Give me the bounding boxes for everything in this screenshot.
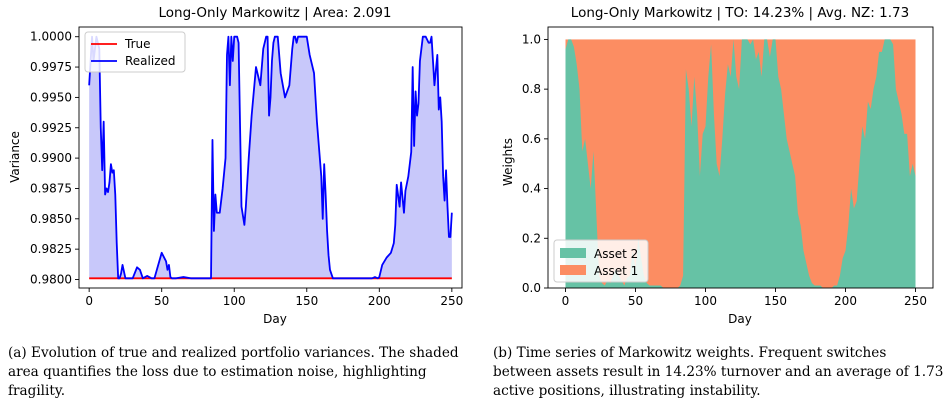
variance-y-tick-label: 1.0000 [30, 30, 72, 44]
weights-y-tick-label: 0.6 [522, 132, 541, 146]
weights-y-tick-label: 0.8 [522, 82, 541, 96]
variance-y-tick-label: 0.9800 [30, 273, 72, 287]
legend-label-true: True [124, 37, 151, 51]
caption-a: (a) Evolution of true and realized portf… [8, 345, 459, 399]
legend-swatch-asset-2 [560, 248, 586, 258]
variance-y-tick-label: 0.9950 [30, 90, 72, 104]
weights-y-tick-label: 0.2 [522, 231, 541, 245]
area-asset-2 [565, 39, 916, 288]
series-line-realized [88, 35, 453, 280]
legend-swatch-asset-1 [560, 265, 586, 275]
legend-label-asset-2: Asset 2 [594, 247, 638, 261]
variance-x-tick-label: 0 [85, 294, 93, 308]
weights-x-tick-label: 100 [694, 294, 717, 308]
weights-x-tick-label: 0 [562, 294, 570, 308]
variance-x-tick-label: 100 [223, 294, 246, 308]
weights-y-tick-label: 1.0 [522, 32, 541, 46]
weights-x-tick-label: 200 [834, 294, 857, 308]
variance-y-tick-label: 0.9850 [30, 212, 72, 226]
legend-label-asset-1: Asset 1 [594, 264, 638, 278]
variance-x-axis-label: Day [263, 312, 287, 326]
variance-y-tick-label: 0.9975 [30, 60, 72, 74]
figure: Long-Only Markowitz | Area: 2.091 0 50 100… [8, 5, 934, 326]
weights-x-tick-label: 50 [628, 294, 643, 308]
weights-y-tick-label: 0.0 [522, 281, 541, 295]
weights-chart: Long-Only Markowitz | TO: 14.23% | Avg. … [501, 5, 934, 326]
variance-legend [84, 31, 186, 73]
weights-x-tick-label: 150 [764, 294, 787, 308]
weights-chart-title: Long-Only Markowitz | TO: 14.23% | Avg. … [571, 5, 909, 21]
variance-y-tick-label: 0.9825 [30, 242, 72, 256]
variance-plot-area: 0 50 100 150 200 250 0.9800 0.9825 0.9850 0.9875 0… [30, 26, 463, 308]
variance-x-tick-label: 50 [154, 294, 169, 308]
variance-x-tick-label: 250 [440, 294, 463, 308]
variance-chart: Long-Only Markowitz | Area: 2.091 0 50 100… [8, 5, 463, 326]
weights-plot-area: 0 50 100 150 200 250 0.0 0.2 0.4 0.6 0.8 1.0 Asset 2… [522, 26, 934, 308]
variance-chart-title: Long-Only Markowitz | Area: 2.091 [158, 5, 391, 21]
weights-x-axis-label: Day [728, 312, 752, 326]
legend-label-realized: Realized [125, 54, 176, 68]
variance-axes-frame [78, 26, 463, 289]
variance-x-tick-label: 150 [295, 294, 318, 308]
weights-x-tick-label: 250 [904, 294, 927, 308]
variance-y-tick-label: 0.9875 [30, 181, 72, 195]
caption-b: (b) Time series of Markowitz weights. Fr… [493, 345, 944, 399]
weights-axes-frame [547, 26, 934, 289]
variance-loss-shaded-area [89, 36, 452, 279]
variance-y-axis-label: Variance [8, 131, 22, 183]
variance-y-tick-label: 0.9925 [30, 121, 72, 135]
variance-y-tick-label: 0.9900 [30, 151, 72, 165]
weights-y-tick-label: 0.4 [522, 182, 541, 196]
weights-y-axis-label: Weights [501, 138, 515, 186]
variance-x-tick-label: 200 [368, 294, 391, 308]
